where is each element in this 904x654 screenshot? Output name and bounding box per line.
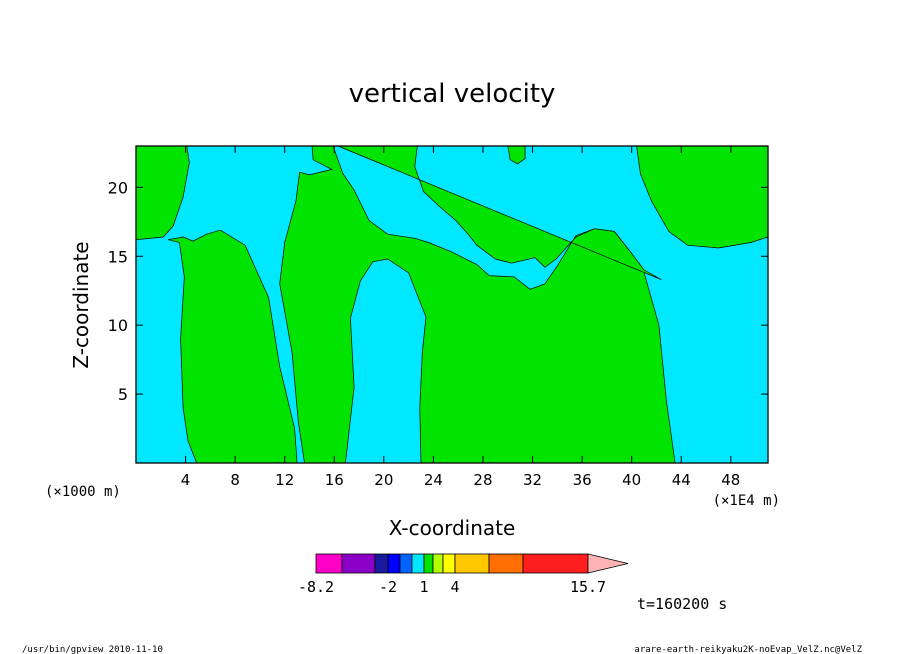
x-scale-note-right: (×1E4 m)	[713, 493, 780, 509]
x-tick-label: 4	[181, 471, 191, 489]
colorbar-segment	[522, 553, 589, 574]
colorbar-segment	[488, 553, 524, 574]
region-green-upper-middle	[279, 145, 676, 464]
colorbar-segment	[341, 553, 376, 574]
chart-title: vertical velocity	[349, 79, 556, 109]
colorbar-label: -2	[379, 578, 397, 596]
colorbar-labels: -8.2 -2 1 4 15.7	[298, 578, 606, 596]
y-tick-label: 10	[108, 316, 128, 335]
x-tick-label: 36	[573, 471, 592, 489]
colorbar	[315, 553, 629, 574]
colorbar-segment	[315, 553, 343, 574]
colorbar-segment	[411, 553, 425, 574]
footer-left: /usr/bin/gpview 2010-11-10	[22, 645, 163, 654]
x-tick-label: 12	[275, 471, 294, 489]
x-tick-label: 24	[424, 471, 443, 489]
region-green-left	[135, 145, 190, 241]
colorbar-label: 1	[419, 578, 428, 596]
colorbar-arrow	[587, 553, 629, 574]
colorbar-label: 4	[450, 578, 459, 596]
y-tick-label: 5	[118, 385, 128, 404]
x-tick-label: 28	[473, 471, 492, 489]
colorbar-segment	[442, 553, 456, 574]
colorbar-segment	[387, 553, 401, 574]
y-axis-label: Z-coordinate	[69, 241, 93, 368]
colorbar-label: 15.7	[570, 578, 606, 596]
colorbar-segment	[374, 553, 389, 574]
region-green-top-strip	[337, 145, 662, 281]
region-green-lower-left	[168, 229, 298, 464]
x-tick-label: 48	[721, 471, 740, 489]
colorbar-segment	[432, 553, 444, 574]
x-tick-label: 32	[523, 471, 542, 489]
colorbar-segment	[423, 553, 434, 574]
colorbar-segment	[399, 553, 413, 574]
x-tick-label: 8	[230, 471, 240, 489]
x-tick-label: 16	[325, 471, 344, 489]
y-tick-label: 15	[108, 247, 128, 266]
colorbar-segment	[454, 553, 490, 574]
x-tick-label: 44	[672, 471, 691, 489]
x-tick-label: 20	[374, 471, 393, 489]
x-tick-label: 40	[622, 471, 641, 489]
x-scale-note-left: (×1000 m)	[45, 484, 121, 500]
y-tick-label: 20	[108, 178, 128, 197]
plot-frame	[135, 145, 769, 464]
time-label: t=160200 s	[637, 595, 727, 613]
x-axis-label: X-coordinate	[389, 516, 516, 540]
colorbar-label: -8.2	[298, 578, 334, 596]
footer-right: arare-earth-reikyaku2K-noEvap_VelZ.nc@Ve…	[634, 645, 862, 654]
